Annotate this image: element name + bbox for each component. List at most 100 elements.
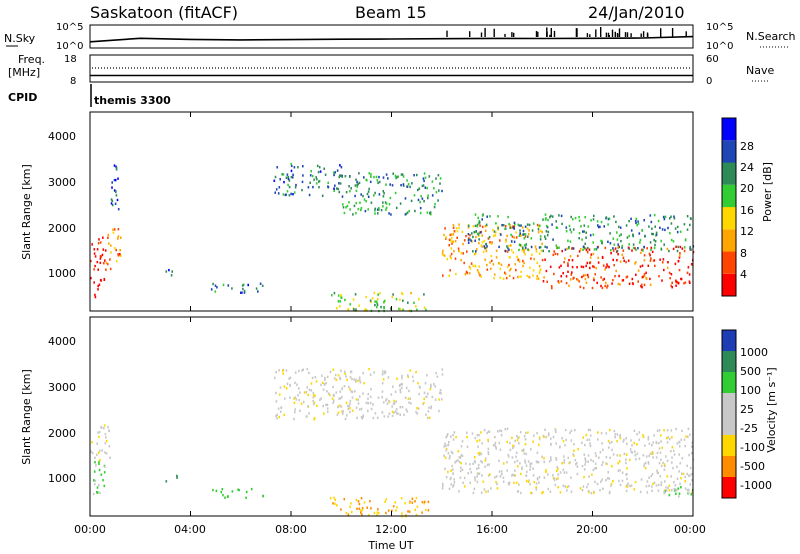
range-cell xyxy=(494,435,496,439)
range-cell xyxy=(559,446,561,449)
range-cell xyxy=(539,246,542,249)
range-cell xyxy=(333,173,335,177)
range-cell xyxy=(524,233,527,236)
range-cell xyxy=(628,247,631,250)
range-cell xyxy=(590,458,592,462)
range-cell xyxy=(642,435,645,439)
range-cell xyxy=(402,175,405,178)
range-cell xyxy=(385,173,388,176)
range-cell xyxy=(449,269,451,272)
range-cell xyxy=(96,491,99,494)
range-cell xyxy=(499,475,502,478)
range-cell xyxy=(395,206,398,210)
range-cell xyxy=(560,214,563,218)
range-cell xyxy=(659,475,662,478)
range-cell xyxy=(529,465,532,468)
range-cell xyxy=(632,243,635,246)
range-cell xyxy=(349,410,351,414)
vel-ytick-4000: 4000 xyxy=(48,335,76,348)
range-cell xyxy=(460,445,463,448)
range-cell xyxy=(247,283,249,287)
noise-left-tick-bottom: 10^0 xyxy=(56,41,83,52)
range-cell xyxy=(329,393,331,397)
range-cell xyxy=(423,293,425,296)
freq-right-tick-top: 60 xyxy=(706,54,719,65)
range-cell xyxy=(470,239,472,242)
range-cell xyxy=(311,174,314,178)
range-cell xyxy=(453,230,456,233)
range-cell xyxy=(96,491,98,494)
range-cell xyxy=(482,250,485,254)
range-cell xyxy=(294,410,296,414)
range-cell xyxy=(616,250,619,253)
range-cell xyxy=(658,461,661,465)
range-cell xyxy=(339,164,341,167)
range-cell xyxy=(447,443,449,447)
range-cell xyxy=(517,465,519,468)
range-cell xyxy=(572,453,574,456)
range-cell xyxy=(599,225,601,228)
range-cell xyxy=(540,249,543,253)
power-cb-tick-20: 20 xyxy=(740,182,754,195)
range-cell xyxy=(396,506,398,509)
range-cell xyxy=(587,460,589,463)
range-cell xyxy=(386,402,389,405)
range-cell xyxy=(425,308,427,312)
noise-panel-frame xyxy=(89,24,694,49)
range-cell xyxy=(107,233,110,237)
range-cell xyxy=(338,190,341,194)
range-cell xyxy=(117,228,120,231)
range-cell xyxy=(411,497,414,500)
range-cell xyxy=(638,232,641,235)
range-cell xyxy=(550,285,553,288)
range-cell xyxy=(467,238,470,242)
range-cell xyxy=(557,280,560,283)
range-cell xyxy=(350,502,352,505)
range-cell xyxy=(583,468,586,471)
range-cell xyxy=(165,270,168,273)
range-cell xyxy=(568,258,570,262)
range-cell xyxy=(94,295,97,299)
xtick-1600: 16:00 xyxy=(476,523,508,536)
range-cell xyxy=(514,439,516,443)
range-cell xyxy=(637,280,639,283)
range-cell xyxy=(295,183,297,187)
range-cell xyxy=(508,483,510,486)
range-cell xyxy=(680,486,682,489)
range-cell xyxy=(511,456,514,459)
range-cell xyxy=(445,449,448,452)
range-cell xyxy=(609,456,611,459)
range-cell xyxy=(385,208,387,211)
range-cell xyxy=(533,257,535,261)
range-cell xyxy=(302,174,304,177)
range-cell xyxy=(458,456,461,459)
range-cell xyxy=(683,223,686,226)
range-cell xyxy=(507,453,510,457)
range-cell xyxy=(396,412,398,415)
range-cell xyxy=(102,248,105,251)
range-cell xyxy=(567,485,570,488)
range-cell xyxy=(688,280,691,283)
range-cell xyxy=(465,234,467,238)
range-cell xyxy=(530,491,532,495)
range-cell xyxy=(563,458,566,462)
range-cell xyxy=(478,221,481,224)
range-cell xyxy=(108,445,111,448)
range-cell xyxy=(383,372,386,375)
range-cell xyxy=(561,222,563,226)
range-cell xyxy=(108,429,110,432)
range-cell xyxy=(597,224,599,227)
range-cell xyxy=(407,301,409,304)
range-cell xyxy=(581,464,584,468)
range-cell xyxy=(504,227,506,230)
range-cell xyxy=(522,229,525,233)
range-cell xyxy=(455,227,458,230)
range-cell xyxy=(342,203,344,206)
range-cell xyxy=(574,428,576,432)
range-cell xyxy=(569,255,572,258)
range-cell xyxy=(93,479,95,482)
range-cell xyxy=(91,243,93,246)
range-cell xyxy=(502,476,505,480)
range-cell xyxy=(587,428,590,432)
range-cell xyxy=(507,247,509,250)
